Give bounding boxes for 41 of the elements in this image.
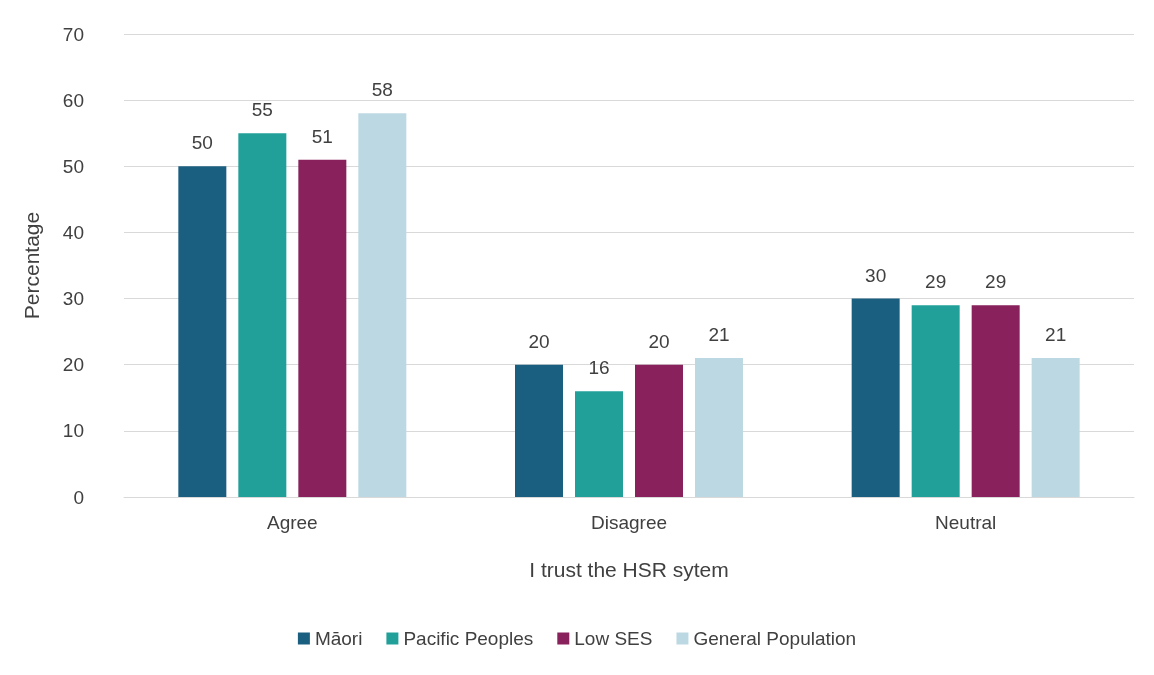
bar [971,305,1020,497]
x-axis-title: I trust the HSR sytem [529,558,729,581]
data-label: 58 [371,79,393,101]
legend-label: Māori [314,628,363,649]
bar [635,364,683,497]
legend-label: Low SES [574,628,653,649]
data-label: 20 [648,330,670,352]
y-tick-label: 50 [62,155,84,177]
y-axis-title: Percentage [20,211,43,320]
data-label: 55 [251,99,273,121]
legend-label: General Population [693,628,857,649]
bar [911,305,960,497]
x-tick-label: Neutral [935,512,997,533]
data-label: 30 [865,264,887,286]
data-label: 21 [1045,324,1067,346]
y-tick-label: 0 [73,486,84,508]
x-tick-label: Agree [266,512,318,533]
bar [695,358,743,497]
y-tick-label: 60 [62,89,84,111]
data-label: 29 [985,271,1007,293]
data-label: 29 [925,271,947,293]
legend-label: Pacific Peoples [403,628,534,649]
bar [575,391,623,497]
y-tick-label: 70 [62,23,84,45]
bar [515,364,563,497]
data-label: 21 [708,324,730,346]
data-label: 16 [588,357,610,379]
bar [358,113,407,497]
y-tick-label: 20 [62,354,84,376]
data-label: 50 [191,132,213,154]
y-tick-label: 30 [62,288,84,310]
bar [178,166,227,497]
data-label: 51 [311,125,333,147]
data-label: 20 [528,330,550,352]
bar [1031,358,1080,497]
bar [298,159,347,497]
bar [238,133,287,497]
y-tick-label: 40 [62,221,84,243]
x-tick-label: Disagree [590,512,668,533]
y-tick-label: 10 [62,420,84,442]
bar [851,298,900,497]
